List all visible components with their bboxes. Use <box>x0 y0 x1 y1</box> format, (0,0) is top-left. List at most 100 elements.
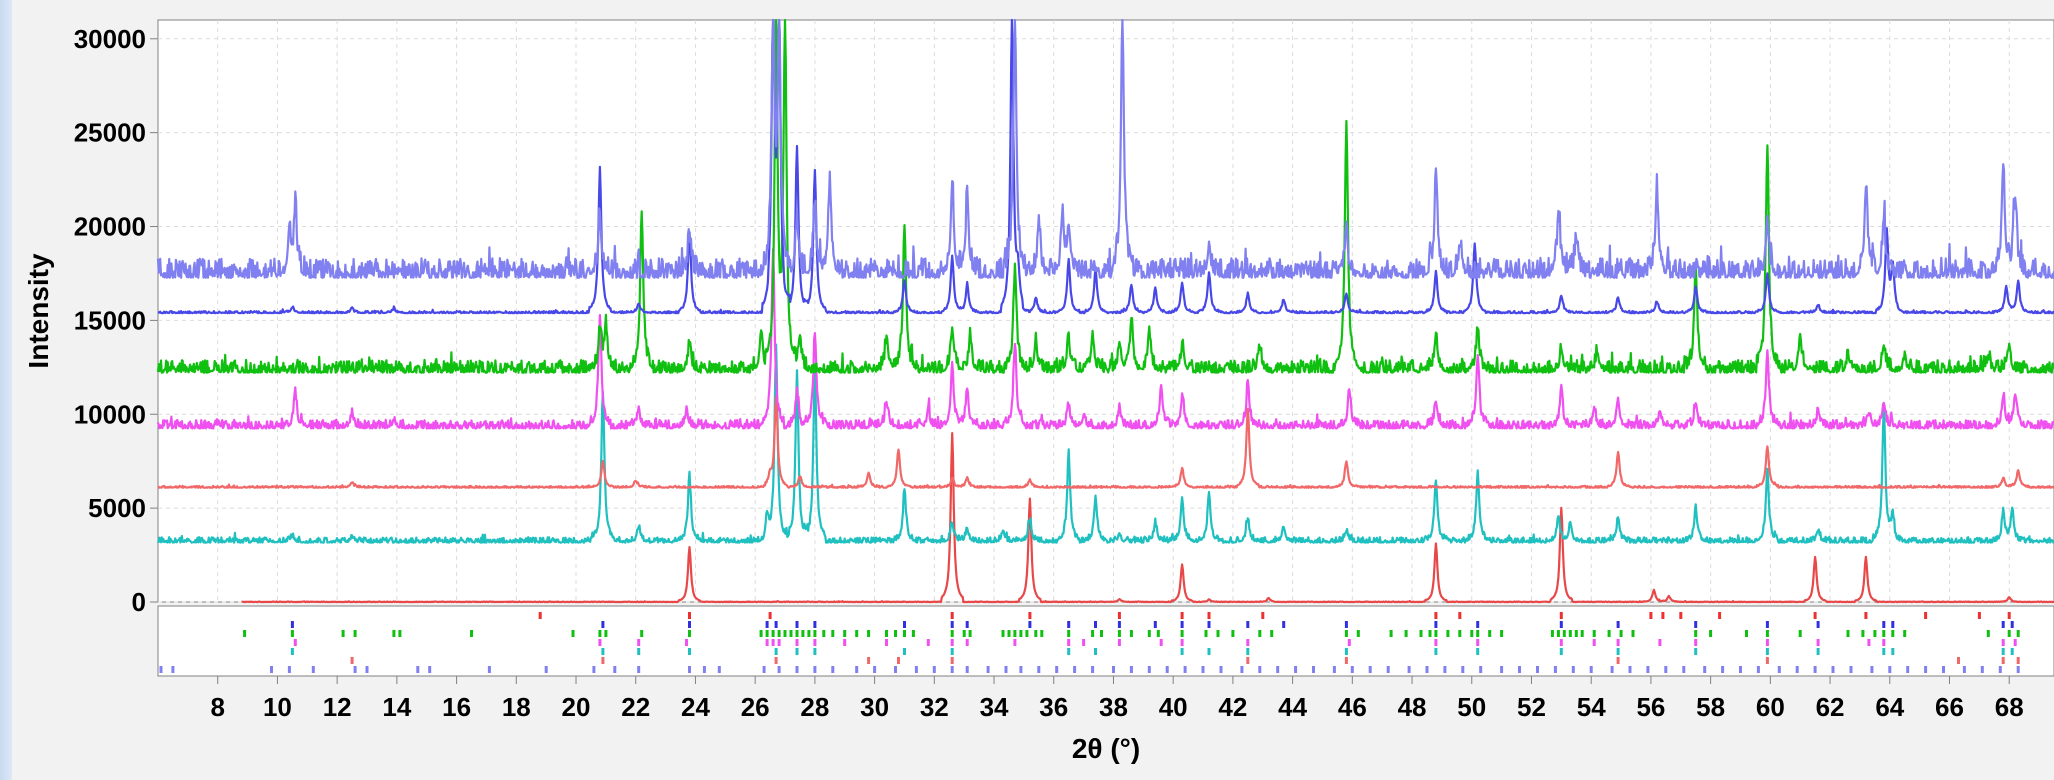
reference-tick <box>1559 621 1563 628</box>
reference-tick <box>1180 648 1184 655</box>
reference-tick-area <box>157 605 2054 677</box>
reference-tick <box>685 639 688 646</box>
reference-tick <box>1592 639 1596 646</box>
reference-tick <box>2001 648 2005 655</box>
reference-tick <box>1556 630 1560 637</box>
reference-tick <box>771 639 775 646</box>
x-axis: 8 10 12 14 16 18 20 22 24 26 28 30 32 34 36 38 40 42 44 46 4… <box>210 676 2024 722</box>
reference-tick <box>795 630 799 637</box>
reference-tick <box>341 630 345 637</box>
reference-tick <box>1428 630 1432 637</box>
reference-tick <box>1055 666 1059 673</box>
reference-tick <box>1873 630 1877 637</box>
reference-tick <box>1165 666 1169 673</box>
x-tick-label: 50 <box>1457 692 1486 722</box>
reference-tick <box>243 630 247 637</box>
reference-tick <box>1407 666 1411 673</box>
reference-tick <box>1924 612 1928 619</box>
window-edge <box>0 0 12 780</box>
reference-tick <box>1117 621 1121 628</box>
reference-tick <box>604 630 608 637</box>
reference-tick <box>1562 630 1566 637</box>
reference-tick <box>1559 648 1563 655</box>
reference-tick <box>965 666 969 673</box>
reference-tick <box>1882 639 1886 646</box>
reference-tick <box>765 630 769 637</box>
x-tick-label: 46 <box>1338 692 1367 722</box>
reference-tick <box>843 630 847 637</box>
reference-tick <box>1882 630 1886 637</box>
reference-tick <box>1067 648 1071 655</box>
reference-tick <box>1846 630 1850 637</box>
reference-tick <box>1616 648 1620 655</box>
reference-tick <box>1870 666 1874 673</box>
reference-tick <box>843 639 847 646</box>
reference-tick <box>765 621 769 628</box>
reference-tick <box>1962 666 1966 673</box>
reference-tick <box>159 666 163 673</box>
reference-tick <box>571 630 575 637</box>
reference-tick <box>783 630 787 637</box>
reference-tick <box>795 648 799 655</box>
reference-tick <box>1001 630 1005 637</box>
reference-tick <box>1147 630 1151 637</box>
reference-tick <box>598 639 602 646</box>
reference-tick <box>1891 648 1895 655</box>
reference-tick <box>1183 666 1187 673</box>
y-tick-label: 15000 <box>74 305 146 335</box>
reference-tick <box>1404 630 1408 637</box>
reference-tick <box>290 621 294 628</box>
x-tick-label: 60 <box>1756 692 1785 722</box>
reference-tick <box>1344 648 1348 655</box>
reference-tick <box>1664 666 1668 673</box>
reference-tick <box>1100 630 1103 637</box>
reference-tick <box>470 630 473 637</box>
reference-tick <box>688 666 691 673</box>
reference-tick <box>688 612 691 619</box>
reference-tick <box>428 666 432 673</box>
x-tick-label: 8 <box>210 692 224 722</box>
reference-tick <box>1500 666 1504 673</box>
reference-tick <box>717 666 721 673</box>
reference-tick <box>894 630 897 637</box>
x-tick-label: 24 <box>681 692 710 722</box>
reference-tick <box>771 630 775 637</box>
reference-tick <box>2016 657 2020 664</box>
reference-tick <box>897 657 900 664</box>
reference-tick <box>1344 630 1348 637</box>
reference-tick <box>1882 621 1886 628</box>
reference-tick <box>598 630 602 637</box>
reference-tick <box>1816 621 1820 628</box>
reference-tick <box>1816 639 1820 646</box>
x-tick-label: 36 <box>1039 692 1068 722</box>
reference-tick <box>353 630 357 637</box>
x-tick-label: 10 <box>263 692 292 722</box>
reference-tick <box>1610 666 1614 673</box>
reference-tick <box>1479 666 1483 673</box>
reference-tick <box>688 648 691 655</box>
reference-tick <box>1703 666 1707 673</box>
reference-tick <box>601 648 605 655</box>
reference-tick <box>1180 630 1184 637</box>
reference-tick <box>1980 666 1984 673</box>
reference-tick <box>1867 639 1871 646</box>
reference-tick <box>807 630 811 637</box>
reference-tick <box>950 621 954 628</box>
reference-tick <box>1067 621 1071 628</box>
reference-tick <box>1082 639 1086 646</box>
x-tick-label: 34 <box>980 692 1009 722</box>
reference-tick <box>1434 639 1438 646</box>
reference-tick <box>795 639 799 646</box>
x-tick-label: 52 <box>1517 692 1546 722</box>
x-tick-label: 28 <box>800 692 829 722</box>
reference-tick <box>1458 612 1462 619</box>
reference-tick <box>801 630 805 637</box>
series-line-7 <box>156 18 2054 279</box>
reference-tick <box>702 666 706 673</box>
reference-tick <box>1246 621 1250 628</box>
reference-tick <box>1216 630 1220 637</box>
reference-tick <box>1721 666 1725 673</box>
reference-tick <box>2016 666 2020 673</box>
reference-tick <box>1117 639 1121 646</box>
y-tick-label: 25000 <box>74 118 146 148</box>
